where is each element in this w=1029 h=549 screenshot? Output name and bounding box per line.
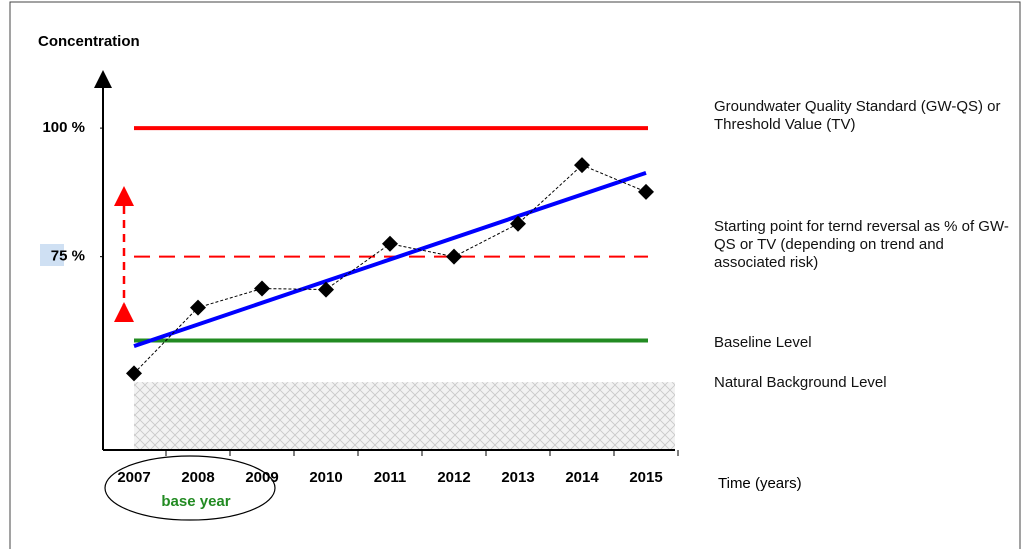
x-tick-label: 2010	[309, 469, 342, 486]
x-tick-label: 2014	[565, 469, 599, 486]
trend-line	[133, 170, 647, 349]
x-tick-label: 2011	[374, 469, 407, 486]
band-label: Natural Background Level	[714, 374, 887, 392]
y-tick-label: 75 %	[51, 248, 85, 265]
data-point	[638, 183, 654, 200]
data-point	[190, 299, 206, 316]
reference-label: Groundwater Quality Standard (GW-QS) or …	[714, 98, 1001, 133]
data-point	[574, 157, 590, 174]
x-tick-label: 2013	[501, 469, 534, 486]
data-point	[382, 235, 398, 252]
background-band	[134, 382, 675, 450]
reference-label: Baseline Level	[714, 334, 812, 351]
x-tick-label: 2008	[181, 469, 214, 486]
y-axis-arrow	[94, 70, 112, 88]
reference-label: Starting point for ternd reversal as % o…	[714, 218, 1009, 271]
base-year-ellipse	[104, 455, 276, 521]
frame	[9, 1, 1021, 549]
data-point	[254, 280, 270, 297]
y-tick-label: 100 %	[42, 119, 85, 136]
base-year-label: base year	[161, 493, 230, 510]
x-axis-title: Time (years)	[718, 475, 802, 492]
x-tick-label: 2007	[117, 469, 150, 486]
data-point	[446, 248, 462, 265]
data-point	[318, 281, 334, 298]
x-tick-label: 2009	[245, 469, 278, 486]
data-point	[126, 365, 142, 382]
tick-highlight	[40, 244, 64, 266]
data-point	[510, 215, 526, 232]
x-tick-label: 2015	[629, 469, 662, 486]
y-axis-title: Concentration	[38, 33, 140, 50]
x-tick-label: 2012	[437, 469, 470, 486]
